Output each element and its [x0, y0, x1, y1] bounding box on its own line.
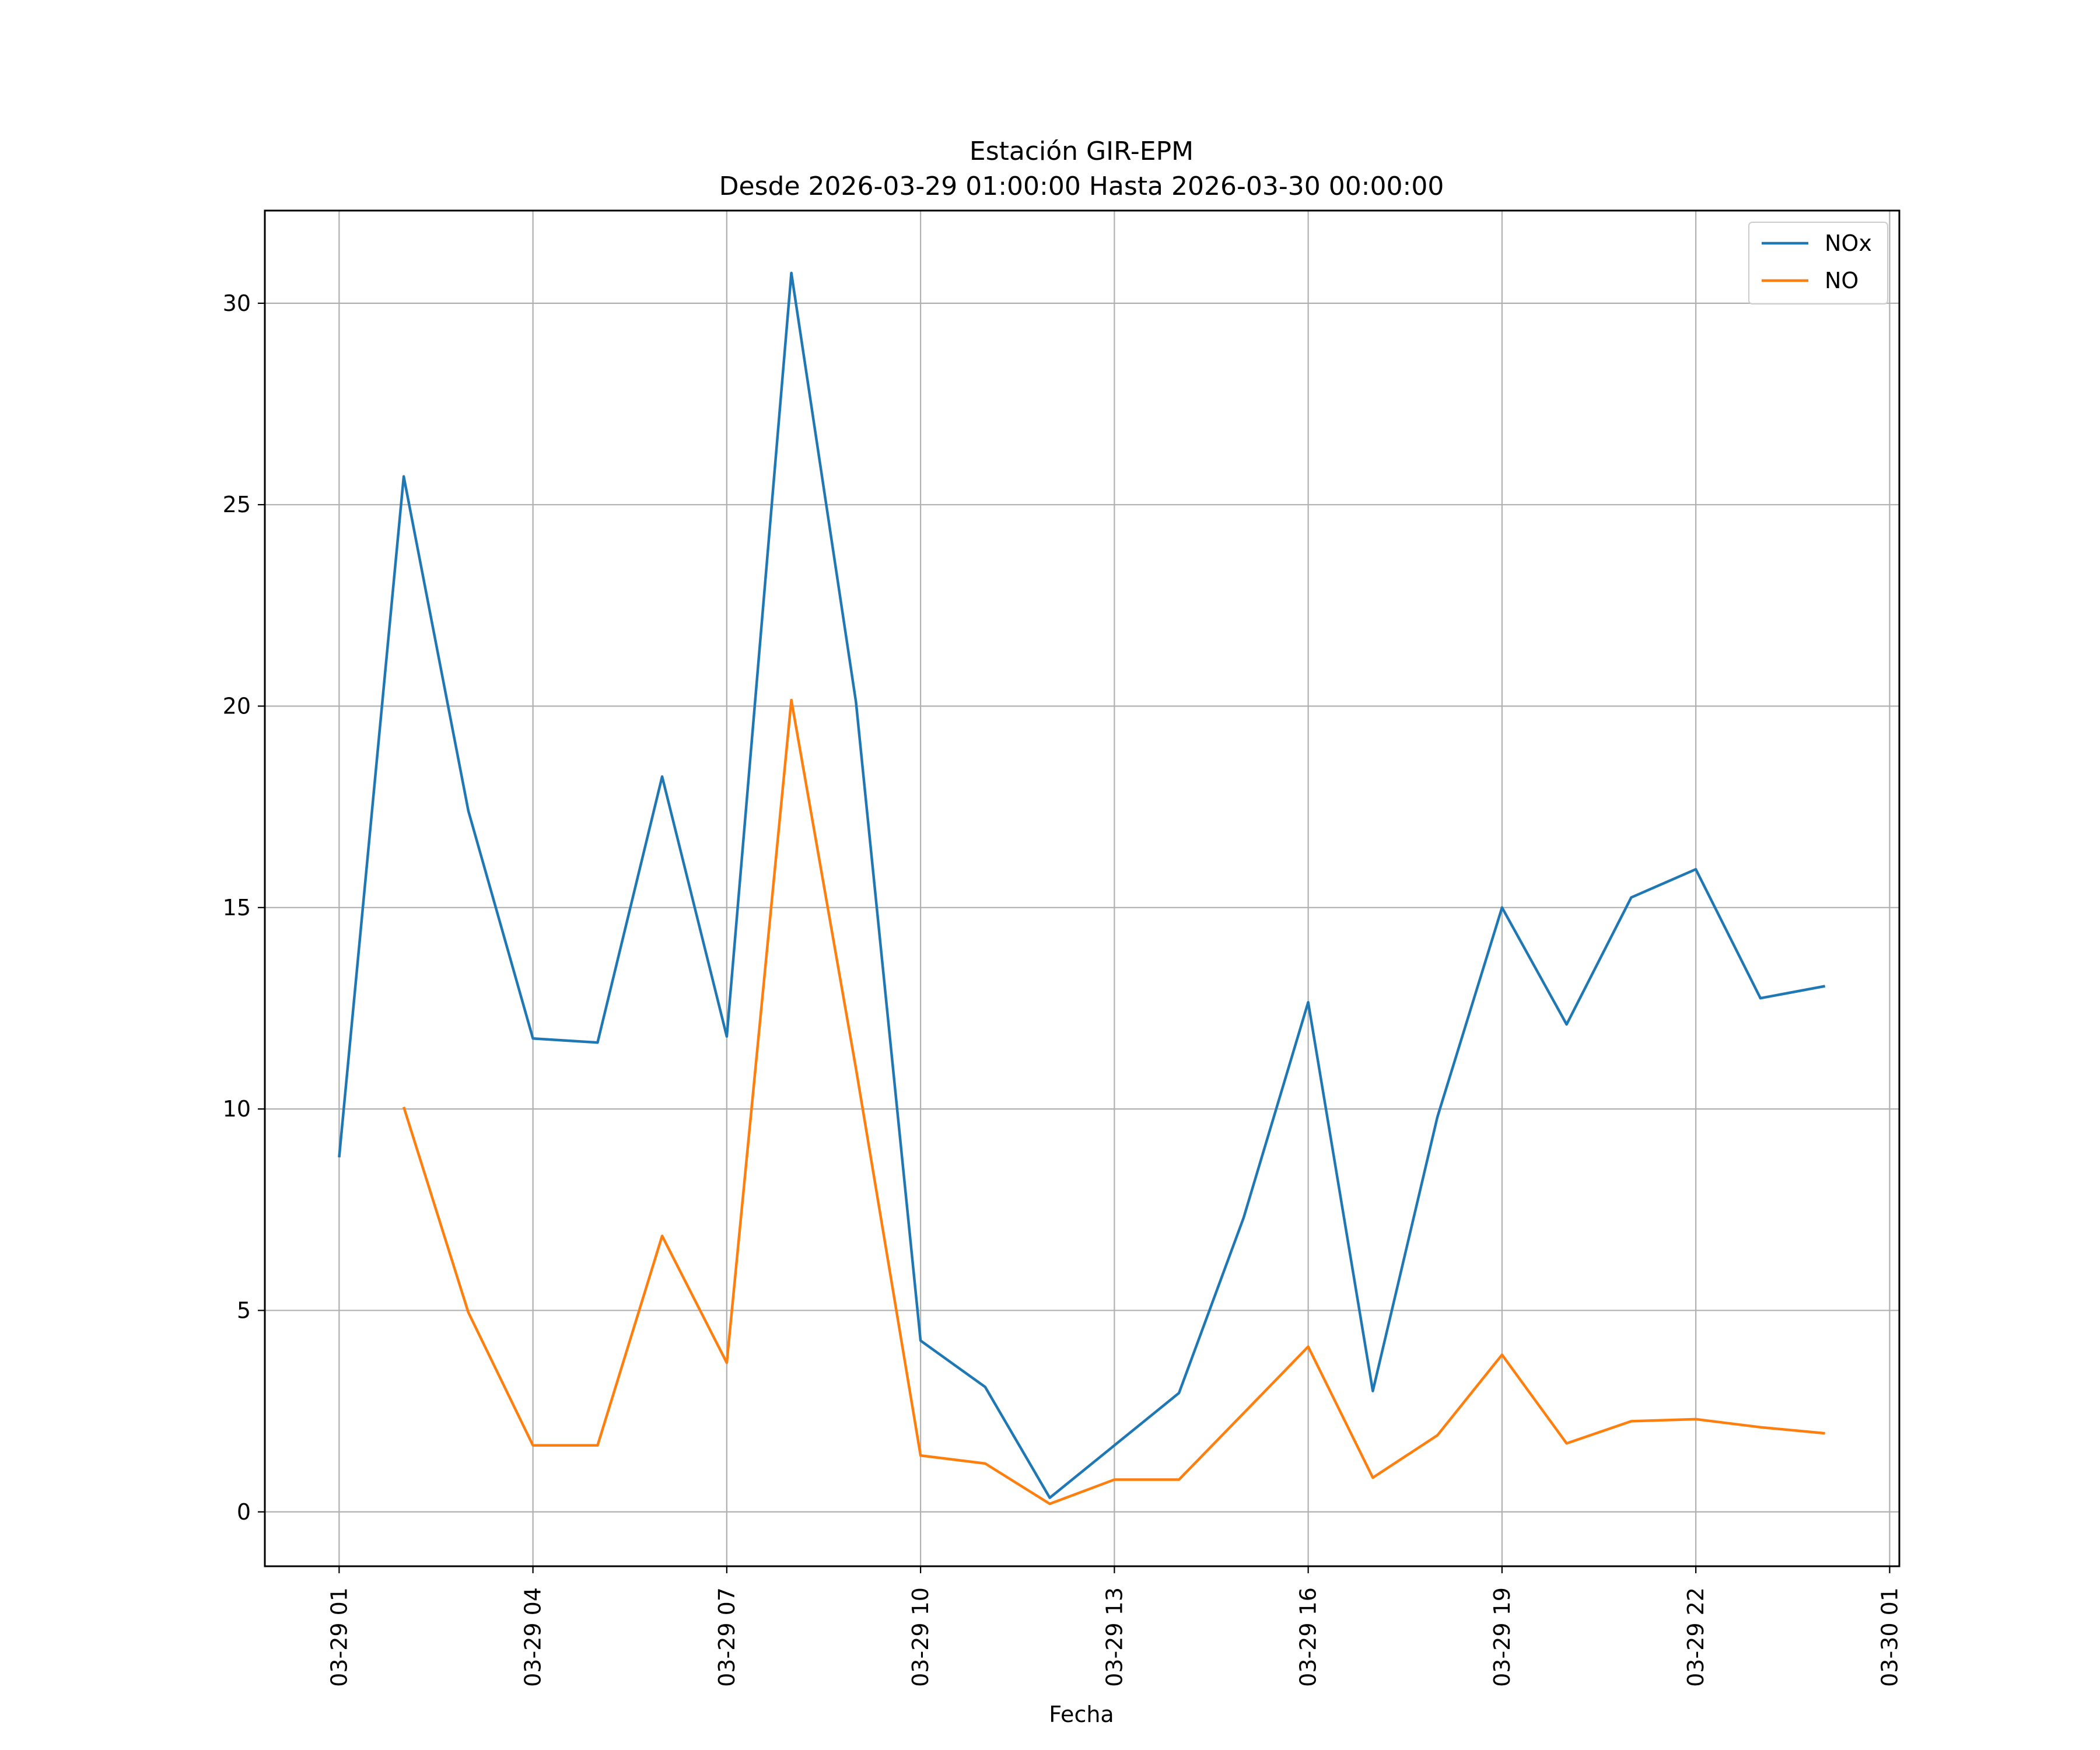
y-tick-label: 30 [223, 290, 251, 316]
series-lines [338, 271, 1826, 1506]
x-tick-label: 03-29 19 [1489, 1587, 1515, 1687]
x-axis: 03-29 01 03-29 04 03-29 07 03-29 10 03-29 13… [326, 1566, 1902, 1687]
y-tick-label: 0 [237, 1499, 251, 1525]
chart-subtitle: Desde 2026-03-29 01:00:00 Hasta 2026-03-… [719, 172, 1444, 201]
y-tick-label: 20 [223, 693, 251, 719]
plot-frame [264, 209, 1901, 1567]
chart-title: Estación GIR-EPM [970, 136, 1194, 166]
y-axis: 0 5 10 15 20 25 30 [223, 290, 265, 1525]
x-tick-label: 03-29 22 [1683, 1587, 1709, 1687]
y-tick-label: 15 [223, 895, 251, 921]
series-line-nox [338, 271, 1826, 1499]
x-tick-label: 03-29 16 [1296, 1587, 1321, 1687]
x-tick-label: 03-29 07 [714, 1587, 740, 1687]
y-tick-label: 25 [223, 492, 251, 517]
series-line-no [402, 698, 1825, 1506]
legend: NOx NO [1748, 222, 1888, 304]
legend-label-no: NO [1825, 268, 1859, 293]
x-tick-label: 03-29 01 [326, 1587, 352, 1687]
x-tick-label: 03-29 10 [908, 1587, 933, 1687]
x-tick-label: 03-29 04 [520, 1587, 546, 1687]
x-axis-label: Fecha [1049, 1702, 1114, 1727]
legend-label-nox: NOx [1825, 230, 1872, 256]
x-tick-label: 03-30 01 [1877, 1587, 1902, 1687]
y-tick-label: 5 [237, 1297, 251, 1323]
x-tick-label: 03-29 13 [1101, 1587, 1127, 1687]
y-tick-label: 10 [223, 1096, 251, 1122]
